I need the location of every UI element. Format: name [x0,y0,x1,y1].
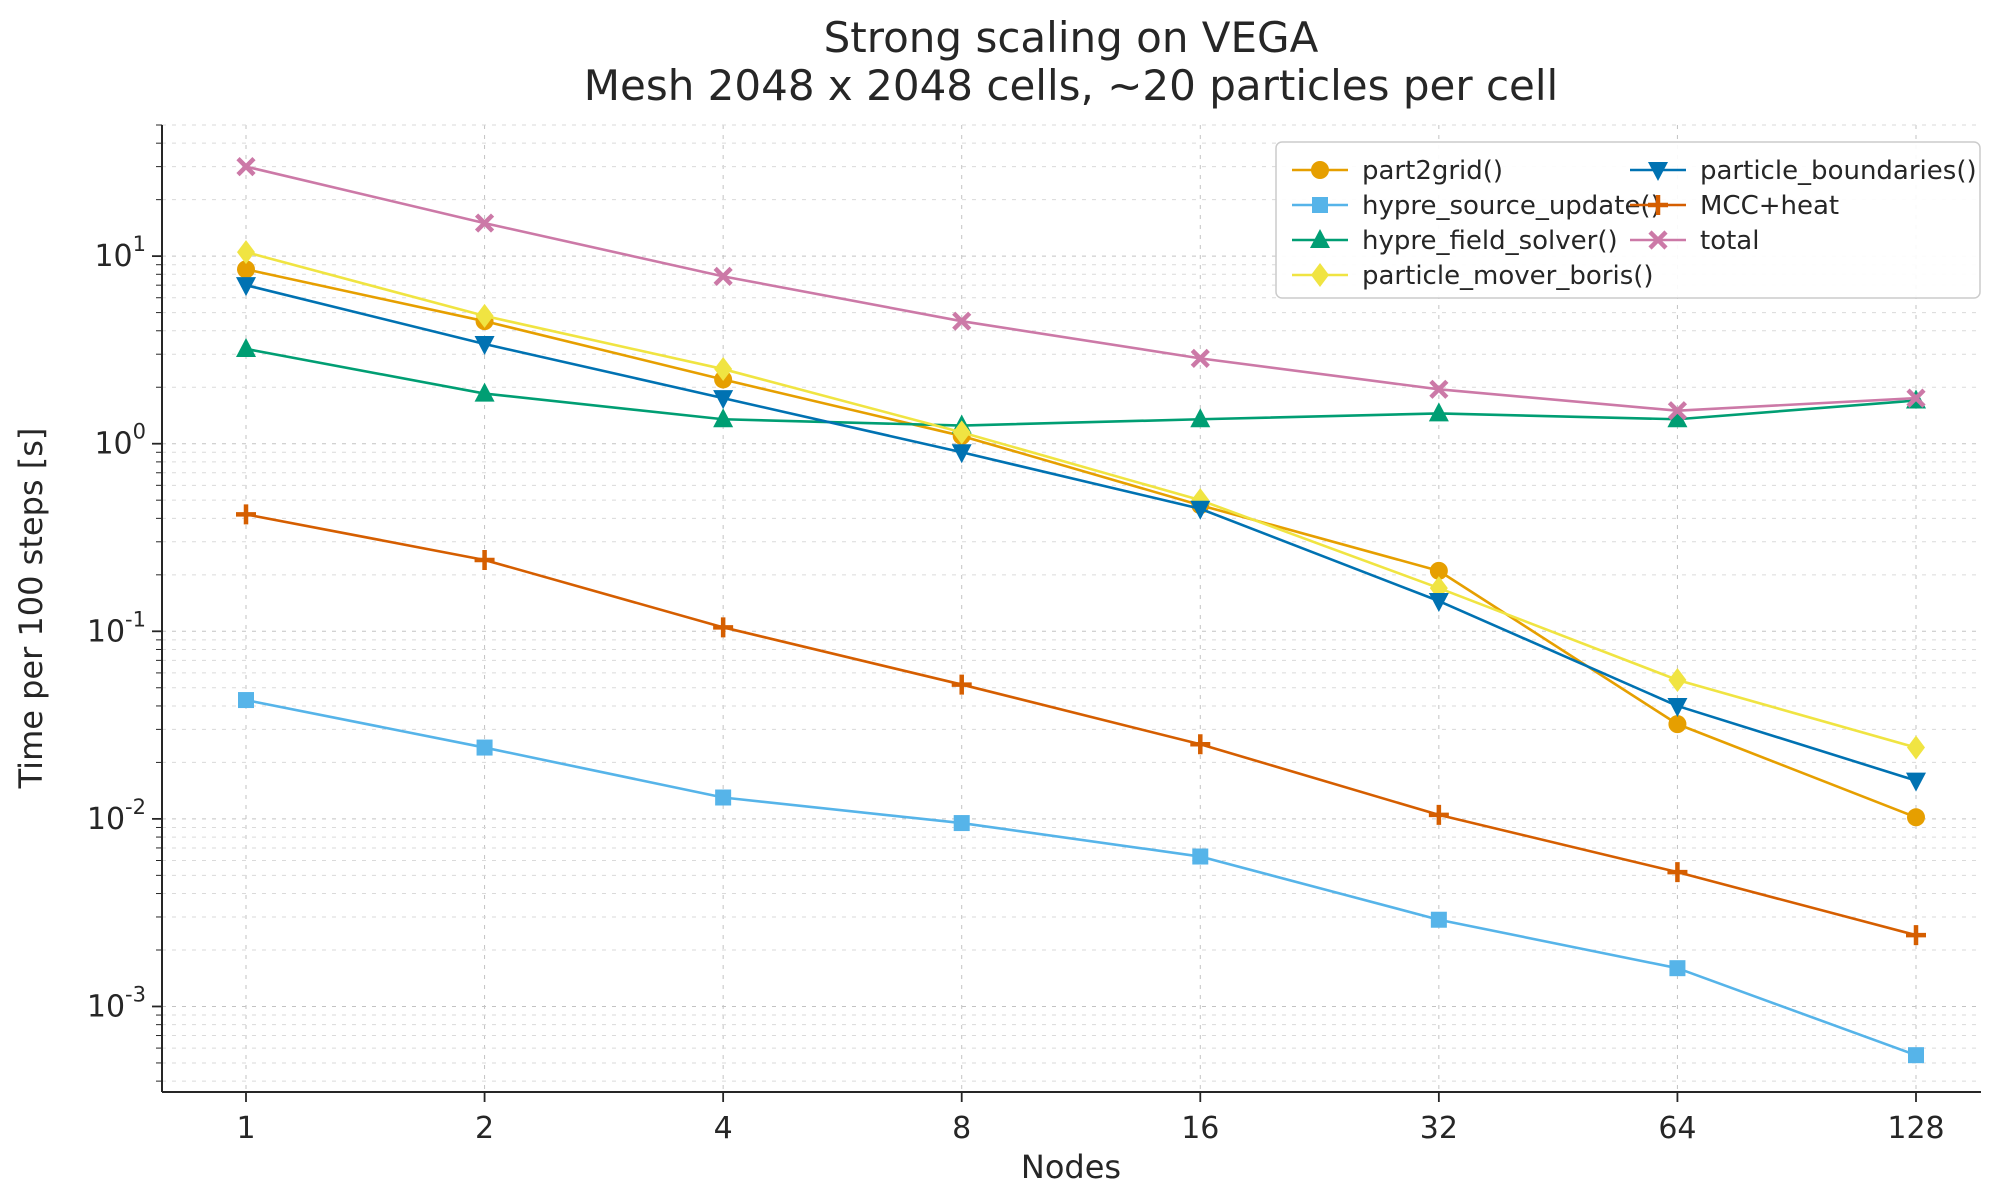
x-tick-label: 64 [1658,1111,1696,1146]
legend-item-particle-mover-boris: particle_mover_boris() [1292,261,1654,291]
legend-item-part2grid: part2grid() [1292,156,1503,186]
chart-subtitle: Mesh 2048 x 2048 cells, ~20 particles pe… [584,61,1558,110]
grid [162,124,1981,1092]
series-line [244,513,1918,937]
chart-title: Strong scaling on VEGA [824,13,1319,62]
legend-item-hypre-source-update: hypre_source_update() [1292,191,1661,221]
y-tick-label: 10-1 [87,607,146,649]
series-line [244,283,1918,782]
legend: part2grid() hypre_source_update() hypre_fi… [1275,141,1981,299]
x-tick-label: 128 [1887,1111,1944,1146]
series-particle-boundaries [236,277,1926,792]
x-tick-label: 8 [952,1111,971,1146]
y-tick-label: 10-3 [87,982,146,1024]
y-axis-label: Time per 100 steps [s] [12,428,50,790]
y-tick-label: 10-2 [87,795,146,837]
legend-label: hypre_source_update() [1362,191,1661,221]
legend-label: part2grid() [1362,156,1503,186]
series-line [244,347,1918,427]
legend-item-total: total [1630,226,1759,256]
series-line [244,250,1918,749]
x-tick-label: 1 [236,1111,255,1146]
series-particle-mover-boris [237,240,1925,760]
series-line [244,165,1918,412]
x-tick-label: 4 [714,1111,733,1146]
x-axis-label: Nodes [1021,1148,1121,1186]
x-tick-label: 32 [1420,1111,1458,1146]
y-tick-label: 101 [94,232,146,274]
axes: 1 2 4 8 16 32 64 128 10-3 10-2 10-1 100 101 [87,124,1981,1146]
legend-item-mcc-heat: MCC+heat [1630,191,1839,221]
series-hypre-source-update [238,692,1924,1064]
legend-label: MCC+heat [1700,191,1839,221]
series-line [244,698,1918,1057]
legend-frame [1275,141,1981,299]
legend-item-hypre-field-solver: hypre_field_solver() [1292,226,1618,256]
x-tick-label: 16 [1181,1111,1219,1146]
series [236,157,1926,1064]
legend-label: total [1700,226,1759,256]
series-mcc-heat [236,504,1926,946]
legend-label: particle_mover_boris() [1362,261,1654,291]
x-tick-label: 2 [475,1111,494,1146]
legend-label: particle_boundaries() [1700,156,1977,186]
y-tick-label: 100 [94,420,146,462]
legend-label: hypre_field_solver() [1362,226,1618,256]
legend-item-particle-boundaries: particle_boundaries() [1630,156,1977,186]
series-total [236,157,1926,421]
series-line [244,268,1918,819]
series-hypre-field-solver [236,337,1926,434]
